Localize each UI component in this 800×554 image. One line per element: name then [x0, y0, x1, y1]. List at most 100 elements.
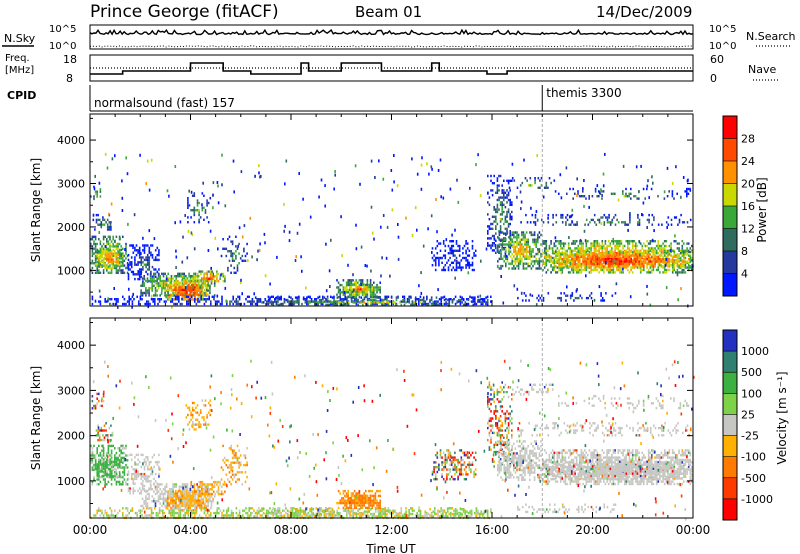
- range-cell: [212, 272, 214, 275]
- range-cell: [561, 258, 564, 261]
- range-cell: [102, 218, 104, 222]
- range-cell: [595, 249, 597, 252]
- range-cell: [109, 444, 111, 448]
- range-cell: [636, 244, 639, 248]
- nave-tick-low: 0: [710, 72, 717, 85]
- range-cell: [434, 247, 437, 250]
- range-cell: [503, 238, 505, 241]
- range-cell: [167, 298, 169, 301]
- range-cell: [345, 286, 348, 289]
- range-cell: [418, 298, 420, 302]
- range-cell: [355, 288, 357, 291]
- range-cell: [167, 277, 169, 280]
- range-cell: [590, 260, 592, 263]
- range-cell: [637, 221, 639, 224]
- range-cell: [125, 466, 127, 469]
- range-cell: [612, 255, 615, 258]
- range-cell: [596, 195, 598, 198]
- range-cell: [109, 458, 111, 461]
- range-cell: [565, 221, 567, 224]
- range-cell: [527, 245, 529, 249]
- range-cell: [350, 293, 353, 296]
- range-cell: [631, 262, 634, 266]
- range-cell: [454, 295, 457, 298]
- range-cell: [455, 240, 458, 243]
- range-cell: [479, 294, 482, 298]
- range-cell: [193, 211, 196, 214]
- range-cell: [99, 262, 102, 265]
- range-cell: [535, 257, 537, 261]
- range-cell: [569, 255, 572, 258]
- range-cell: [540, 243, 542, 246]
- range-cell: [180, 504, 182, 508]
- range-cell: [498, 174, 500, 178]
- range-cell: [545, 247, 548, 250]
- range-cell: [384, 295, 386, 298]
- range-cell: [109, 238, 111, 241]
- range-cell: [647, 262, 650, 266]
- range-cell: [98, 444, 100, 448]
- range-cell: [491, 182, 494, 185]
- range-cell: [550, 181, 552, 185]
- range-cell: [676, 262, 679, 266]
- range-cell: [187, 295, 190, 298]
- range-cell: [99, 240, 102, 243]
- range-cell: [657, 262, 660, 266]
- range-cell: [188, 275, 190, 278]
- range-cell: [160, 298, 162, 301]
- range-cell: [109, 475, 111, 478]
- range-cell: [193, 213, 196, 217]
- range-cell: [150, 294, 153, 298]
- range-cell: [91, 459, 94, 462]
- range-cell: [189, 288, 191, 292]
- range-cell: [111, 467, 113, 471]
- range-cell: [145, 475, 147, 478]
- range-cell: [681, 271, 684, 274]
- range-cell: [115, 253, 118, 256]
- range-cell: [188, 204, 191, 207]
- range-cell: [382, 301, 385, 304]
- range-cell: [531, 213, 534, 217]
- range-cell: [426, 162, 428, 166]
- range-cell: [431, 251, 433, 254]
- range-cell: [463, 244, 466, 248]
- range-cell: [525, 213, 527, 217]
- range-cell: [103, 472, 105, 476]
- range-cell: [183, 298, 185, 301]
- range-cell: [164, 284, 166, 287]
- range-cell: [162, 500, 165, 503]
- range-cell: [146, 159, 149, 163]
- range-cell: [259, 300, 262, 303]
- range-cell: [413, 301, 415, 304]
- range-cell: [112, 235, 114, 238]
- range-cell: [514, 245, 517, 249]
- range-cell: [590, 218, 593, 222]
- range-cell: [437, 303, 439, 306]
- range-cell: [506, 220, 508, 223]
- range-cell: [563, 247, 565, 250]
- range-cell: [192, 283, 195, 287]
- range-cell: [555, 260, 557, 263]
- range-cell: [535, 243, 537, 246]
- range-cell: [630, 260, 632, 263]
- range-cell: [331, 296, 334, 299]
- range-cell: [112, 262, 114, 265]
- range-cell: [199, 298, 201, 301]
- range-cell: [98, 467, 100, 471]
- range-cell: [118, 483, 121, 486]
- range-cell: [652, 259, 655, 262]
- range-cell: [95, 221, 98, 224]
- range-cell: [662, 252, 664, 255]
- range-cell: [609, 244, 612, 248]
- range-cell: [468, 254, 471, 257]
- range-cell: [437, 300, 439, 303]
- range-cell: [200, 272, 202, 276]
- range-cell: [238, 242, 240, 246]
- range-cell: [356, 290, 359, 293]
- range-cell: [162, 275, 165, 278]
- range-cell: [123, 264, 126, 267]
- range-cell: [456, 301, 459, 304]
- range-cell: [344, 288, 346, 292]
- range-cell: [201, 209, 204, 212]
- range-cell: [433, 254, 435, 257]
